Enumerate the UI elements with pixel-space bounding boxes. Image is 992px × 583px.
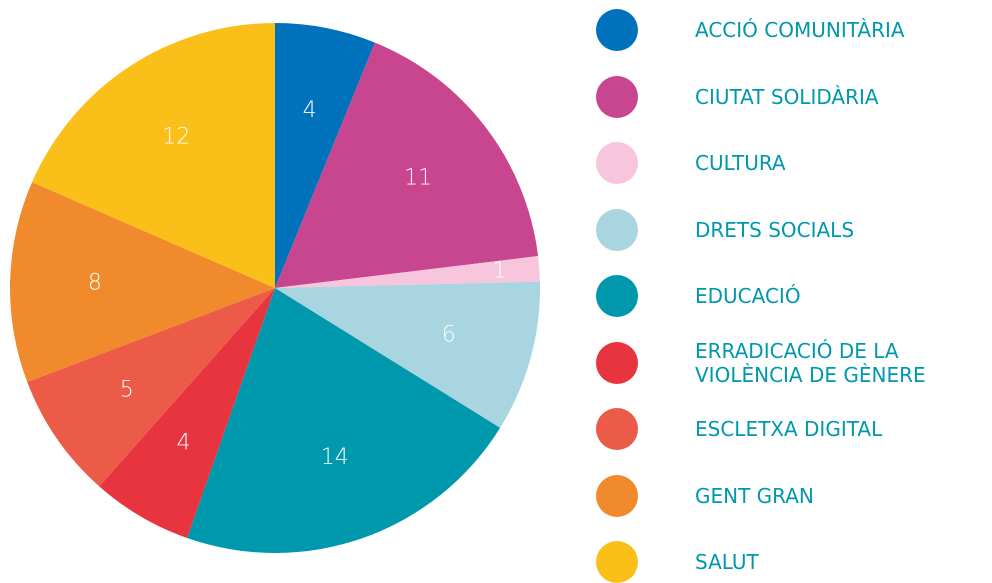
data-label: 1 <box>493 259 507 284</box>
legend-label: EDUCACIÓ <box>695 284 801 308</box>
legend-label: CULTURA <box>695 151 786 175</box>
pie-slice <box>275 42 539 288</box>
legend-swatch <box>596 275 638 317</box>
data-label: 14 <box>321 445 349 470</box>
legend-swatch <box>596 142 638 184</box>
legend-swatch <box>596 541 638 583</box>
legend-label: ACCIÓ COMUNITÀRIA <box>695 18 905 42</box>
data-label: 8 <box>88 271 102 296</box>
data-label: 12 <box>162 124 190 149</box>
pie-slice <box>99 288 276 538</box>
pie-slice <box>275 23 375 288</box>
legend-label: ESCLETXA DIGITAL <box>695 417 883 441</box>
legend-swatch <box>596 474 638 517</box>
legend-label: GENT GRAN <box>695 483 814 508</box>
legend-swatch <box>596 9 638 51</box>
pie-slice <box>187 288 501 553</box>
data-label: 6 <box>442 322 456 347</box>
legend-label: DRETS SOCIALS <box>695 217 855 242</box>
pie-slice <box>275 281 540 428</box>
data-label: 5 <box>120 377 134 402</box>
pie-slice <box>27 288 275 487</box>
legend-swatch <box>596 408 638 450</box>
data-label: 11 <box>404 166 432 191</box>
legend-label: CIUTAT SOLIDÀRIA <box>695 84 879 109</box>
legend-swatch <box>596 75 638 118</box>
legend-swatch <box>596 341 638 384</box>
data-label: 4 <box>303 98 317 123</box>
data-label: 4 <box>177 430 191 455</box>
legend-swatch <box>596 208 638 251</box>
legend-label: ERRADICACIÓ DE LA VIOLÈNCIA DE GÈNERE <box>695 338 926 387</box>
pie-slice <box>275 256 540 288</box>
legend-label: SALUT <box>695 550 759 574</box>
pie-slice <box>9 182 275 382</box>
pie-slice <box>32 23 276 288</box>
